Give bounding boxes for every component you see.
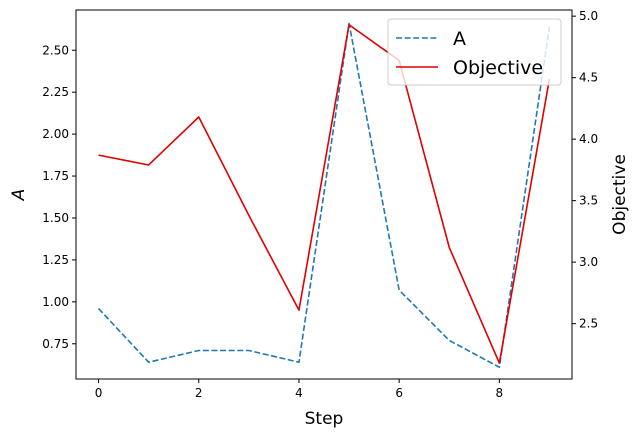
left-y-tick-label: 1.00 [42,295,69,309]
plot-frame [75,9,573,380]
x-axis: 0 2 4 6 8 [95,379,503,400]
series-layer [97,22,551,369]
legend: A Objective [387,18,562,86]
left-y-tick-label: 1.50 [42,211,69,225]
right-y-tick-label: 5.0 [579,9,598,23]
left-y-tick-label: 2.50 [42,43,69,57]
x-tick-label: 2 [195,386,203,400]
left-y-tick-label: 2.25 [42,85,69,99]
right-y-axis-label: Objective [610,154,630,235]
left-y-axis: 0.75 1.00 1.25 1.50 1.75 2.00 2.25 2.50 [42,43,76,351]
left-y-tick-label: 2.00 [42,127,69,141]
legend-label-a: A [453,28,466,50]
right-y-tick-label: 3.5 [579,194,598,208]
x-tick-label: 0 [95,386,103,400]
x-tick-label: 4 [295,386,303,400]
left-y-tick-label: 0.75 [42,337,69,351]
left-y-tick-label: 1.75 [42,169,69,183]
x-tick-label: 6 [395,386,403,400]
right-y-tick-label: 2.5 [579,317,598,331]
left-y-tick-label: 1.25 [42,253,69,267]
legend-box [387,18,562,86]
x-tick-label: 8 [496,386,504,400]
right-y-tick-label: 4.0 [579,132,598,146]
series-line-a [97,22,551,369]
series-line-objective [98,23,551,364]
x-axis-label: Step [305,409,344,429]
left-y-axis-label: A [9,189,29,202]
legend-label-objective: Objective [453,57,543,79]
right-y-tick-label: 4.5 [579,71,598,85]
right-y-tick-label: 3.0 [579,255,598,269]
right-y-axis: 2.5 3.0 3.5 4.0 4.5 5.0 [572,9,598,331]
